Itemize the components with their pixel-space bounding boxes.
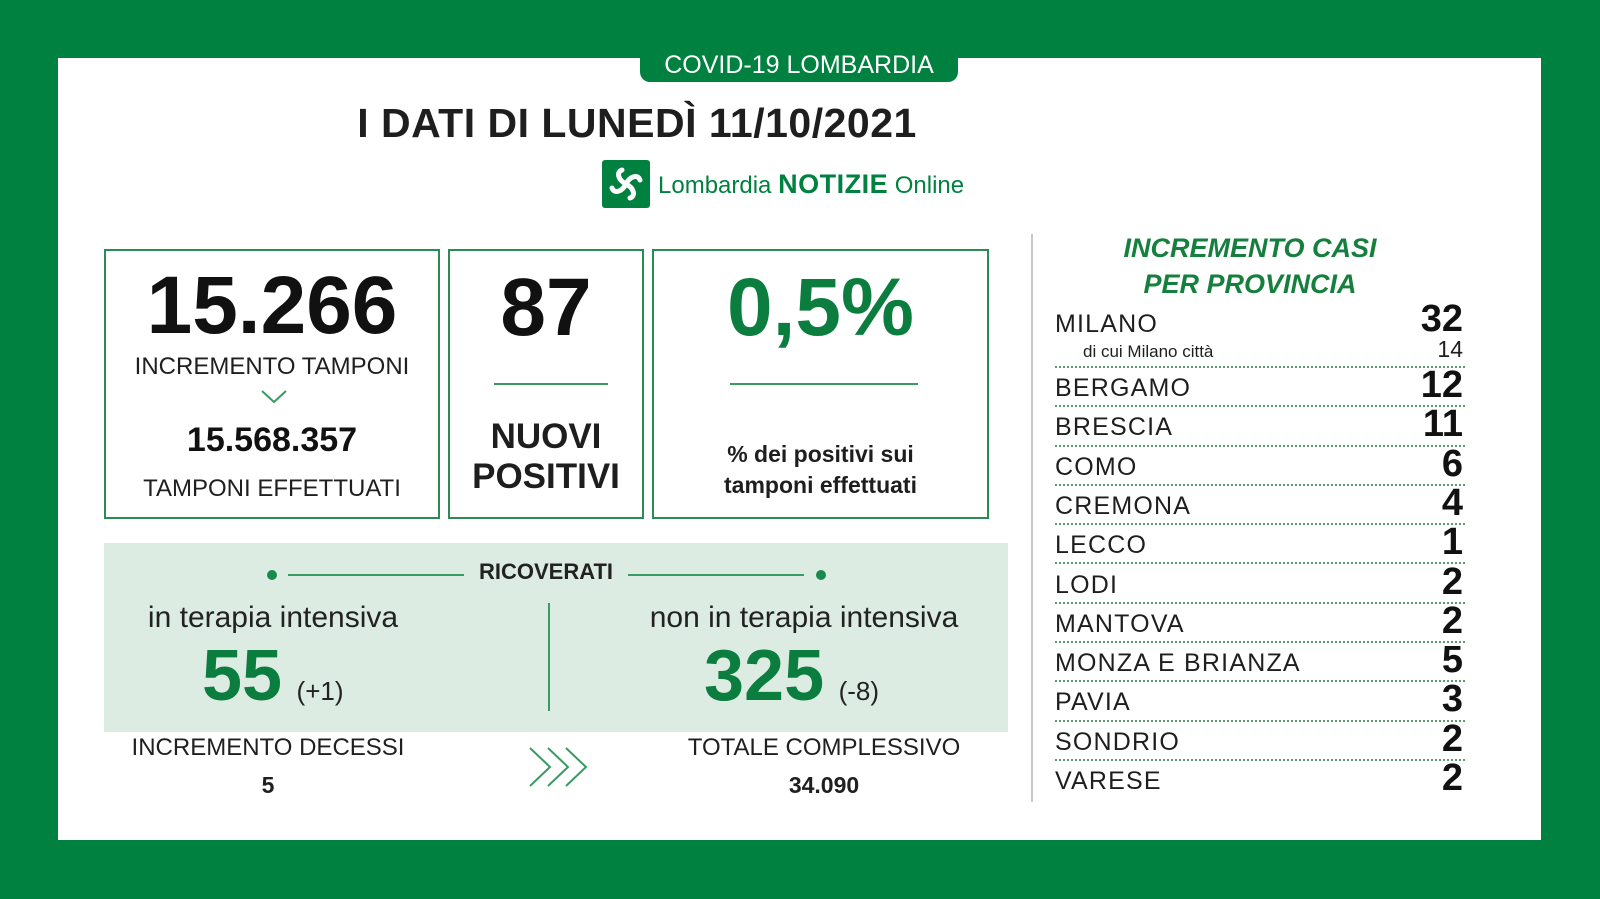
non-terapia-intensiva-figure: 325 (-8) [704,635,879,717]
tamponi-total-label: TAMPONI EFFETTUATI [143,475,401,502]
province-row: BERGAMO 12 [1055,364,1465,408]
province-name: MANTOVA [1055,609,1185,638]
province-row-milano: MILANO 32 di cui Milano città 14 [1055,298,1465,368]
province-title: INCREMENTO CASI PER PROVINCIA [1070,230,1430,302]
decessi-value: 5 [261,772,275,798]
province-name: CREMONA [1055,491,1192,520]
province-value: 2 [1441,757,1463,799]
lombardia-rose-icon [602,160,650,208]
province-name: PAVIA [1055,688,1131,717]
province-value: 2 [1441,717,1463,760]
bulletin-panel: COVID-19 LOMBARDIA I DATI DI LUNEDÌ 11/1… [58,48,1541,840]
nuovi-positivi-label-line1: NUOVI [490,417,602,456]
province-row: CREMONA 4 [1055,482,1465,526]
nuovi-positivi-label: NUOVI POSITIVI [450,417,642,497]
province-row: SONDRIO 2 [1055,718,1465,761]
totale-decessi-label: TOTALE COMPLESSIVO [687,734,961,761]
divider [288,574,464,576]
province-value: 2 [1441,599,1463,642]
province-value: 4 [1441,481,1463,524]
province-name: LECCO [1055,531,1148,560]
terapia-intensiva-figure: 55 (+1) [202,635,344,717]
milano-citta-label: di cui Milano città [1083,342,1214,361]
tamponi-total-value: 15.568.357 [186,421,358,459]
province-name: VARESE [1055,767,1162,795]
percentuale-label-line1: % dei positivi sui [727,441,914,467]
divider [730,383,918,385]
brand-suffix: Online [894,171,965,199]
province-value: 3 [1441,678,1463,721]
province-row: LODI 2 [1055,561,1465,604]
dot-icon [267,570,277,580]
province-name: MONZA E BRIANZA [1055,649,1301,678]
province-row: COMO 6 [1055,443,1465,486]
province-name: LODI [1055,570,1119,599]
province-row: MANTOVA 2 [1055,600,1465,644]
nuovi-positivi-label-line2: POSITIVI [472,457,620,496]
brand-name: Lombardia NOTIZIE Online [658,169,964,200]
page-title: I DATI DI LUNEDÌ 11/10/2021 [357,100,917,146]
brand-prefix: Lombardia [658,171,772,199]
region-tag: COVID-19 LOMBARDIA [640,48,958,82]
percentuale-positivi-card: 0,5% % dei positivi sui tamponi effettua… [652,249,989,519]
non-terapia-intensiva-delta: (-8) [838,676,880,706]
province-row: LECCO 1 [1055,521,1465,565]
province-row: VARESE 2 [1055,757,1465,799]
percentuale-label-line2: tamponi effettuati [724,472,917,498]
province-value: 1 [1441,521,1463,564]
terapia-intensiva-delta: (+1) [296,676,344,706]
ricoverati-section: RICOVERATI in terapia intensiva 55 (+1) … [104,543,1008,732]
province-name: BRESCIA [1055,413,1174,442]
dot-icon [816,570,826,580]
province-row: BRESCIA 11 [1055,403,1465,447]
nuovi-positivi-card: 87 NUOVI POSITIVI [448,249,644,519]
province-value: 11 [1422,403,1463,446]
milano-citta-value: 14 [1437,336,1463,362]
province-value: 5 [1441,639,1463,682]
nuovi-positivi-value: 87 [500,262,592,353]
province-value: 2 [1441,560,1463,603]
province-name: COMO [1055,452,1138,481]
divider [494,383,608,385]
ricoverati-title: RICOVERATI [478,559,614,584]
province-value: 12 [1420,364,1463,406]
column-divider [1031,234,1033,802]
divider [628,574,804,576]
province-row: PAVIA 3 [1055,678,1465,722]
decessi-label: INCREMENTO DECESSI [131,734,405,761]
province-name: MILANO [1055,310,1159,338]
province-value: 6 [1441,442,1463,485]
triple-chevron-right-icon [524,744,596,795]
brand-bold: NOTIZIE [778,168,889,199]
province-value: 32 [1420,298,1463,340]
tamponi-increment-label: INCREMENTO TAMPONI [134,353,410,380]
terapia-intensiva-label: in terapia intensiva [147,601,399,634]
province-name: SONDRIO [1055,727,1181,756]
brand-logo-block: Lombardia NOTIZIE Online [602,159,964,209]
totale-decessi-value: 34.090 [788,772,860,798]
percentuale-label: % dei positivi sui tamponi effettuati [654,439,987,501]
terapia-intensiva-value: 55 [202,636,283,716]
province-row: MONZA E BRIANZA 5 [1055,639,1465,683]
non-terapia-intensiva-value: 325 [704,636,825,716]
chevron-down-icon [260,389,288,410]
tamponi-increment-value: 15.266 [146,260,398,351]
tamponi-card: 15.266 INCREMENTO TAMPONI 15.568.357 TAM… [104,249,440,519]
province-title-line1: INCREMENTO CASI [1123,233,1377,263]
province-title-line2: PER PROVINCIA [1143,269,1357,299]
divider [548,603,550,711]
province-name: BERGAMO [1055,374,1192,402]
percentuale-value: 0,5% [727,262,914,353]
non-terapia-intensiva-label: non in terapia intensiva [649,601,959,634]
